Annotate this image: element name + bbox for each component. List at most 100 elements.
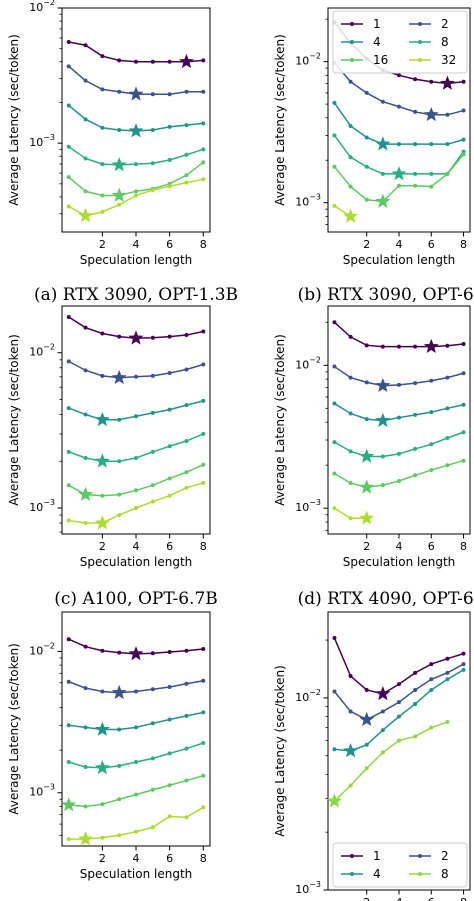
chart-panel-5: 10−3 10−2 2 4 6 8 Speculation length Average La… [7,611,211,881]
series-1 [66,637,206,661]
legend-label: 2 [441,17,449,31]
optimal-point-star [111,157,127,172]
data-point [413,473,418,478]
optimal-point-star [78,486,93,501]
data-point [150,410,155,415]
data-point [380,171,385,176]
optimal-point-star [111,369,127,385]
optimal-point-star [78,207,93,223]
legend-marker [350,22,354,26]
data-point [184,815,189,820]
x-axis-label: Speculation length [80,555,193,569]
data-point [66,837,71,842]
series-16 [66,160,206,202]
data-point [348,674,353,679]
data-point [413,670,418,675]
x-axis-label: Speculation length [343,555,456,569]
series-32 [66,805,206,846]
data-point [461,108,466,113]
data-point [134,488,138,493]
data-point [184,333,189,338]
data-point [134,455,138,460]
data-point [100,373,105,378]
optimal-point-star [128,330,144,345]
optimal-point-star [61,797,77,812]
optimal-point-star [375,136,391,151]
data-point [397,382,401,387]
x-tick-label: 8 [460,540,467,553]
data-point [397,104,401,109]
data-point [100,331,105,336]
chart-panel-2: 10−3 10−2 2 4 6 8 Speculation length Average La… [273,7,471,267]
data-point [332,440,337,445]
data-point [184,470,189,475]
data-point [167,476,172,481]
series-1 [66,314,206,345]
data-point [117,650,122,655]
data-point [66,144,71,149]
data-point [167,814,172,819]
data-point [413,183,418,188]
data-point [201,805,206,810]
data-point [429,171,434,176]
legend-label: 16 [373,53,388,67]
optimal-point-star [375,685,391,701]
data-point [429,468,434,473]
data-point [332,203,337,208]
data-point [413,142,418,147]
data-point [348,709,353,714]
legend-marker [350,40,354,44]
panel-caption: (d) RTX 4090, OPT-6.7B [298,589,474,609]
data-point [348,123,353,128]
data-point [413,446,418,451]
x-tick-label: 8 [200,540,207,553]
series-4 [66,398,206,427]
series-8 [332,430,466,463]
data-point [348,516,353,521]
series-1 [332,320,466,354]
chart-panel-1: 10−3 10−2 2 4 6 8 Speculation length Average La… [7,0,211,267]
x-tick-label: 4 [133,540,140,553]
data-point [150,161,155,166]
legend-marker [418,22,422,26]
data-point [150,825,155,830]
optimal-point-star [423,106,439,122]
data-point [83,804,88,809]
data-point [167,493,172,498]
data-point [100,125,105,130]
chart-panel-3: 10−3 10−2 2 4 6 8 Speculation length Average La… [7,305,211,569]
data-point [201,121,206,126]
optimal-point-star [375,412,391,427]
data-point [461,667,466,672]
y-axis-label: Average Latency (sec/token) [273,34,287,206]
data-point [167,751,172,756]
data-point [397,344,401,349]
data-point [184,123,189,128]
data-point [332,164,337,169]
series-line [333,102,464,145]
data-point [397,479,401,484]
y-axis-label: Average Latency (sec/token) [7,334,21,506]
x-tick-label: 2 [99,540,106,553]
legend-marker [418,872,422,876]
optimal-point-star [439,75,455,90]
data-point [150,449,155,454]
x-tick-label: 6 [166,540,173,553]
data-point [83,412,88,417]
series-32 [66,480,206,530]
optimal-point-star [128,646,144,661]
x-tick-label: 8 [200,852,207,865]
data-point [150,483,155,488]
data-point [201,710,206,715]
optimal-point-star [359,448,375,463]
data-point [445,719,450,724]
series-8 [66,144,206,172]
data-point [100,802,105,807]
data-point [117,58,122,63]
data-point [66,314,71,319]
data-point [83,644,88,649]
data-point [66,518,71,523]
data-point [413,344,418,349]
x-tick-label: 6 [428,540,435,553]
x-tick-label: 2 [363,896,370,901]
